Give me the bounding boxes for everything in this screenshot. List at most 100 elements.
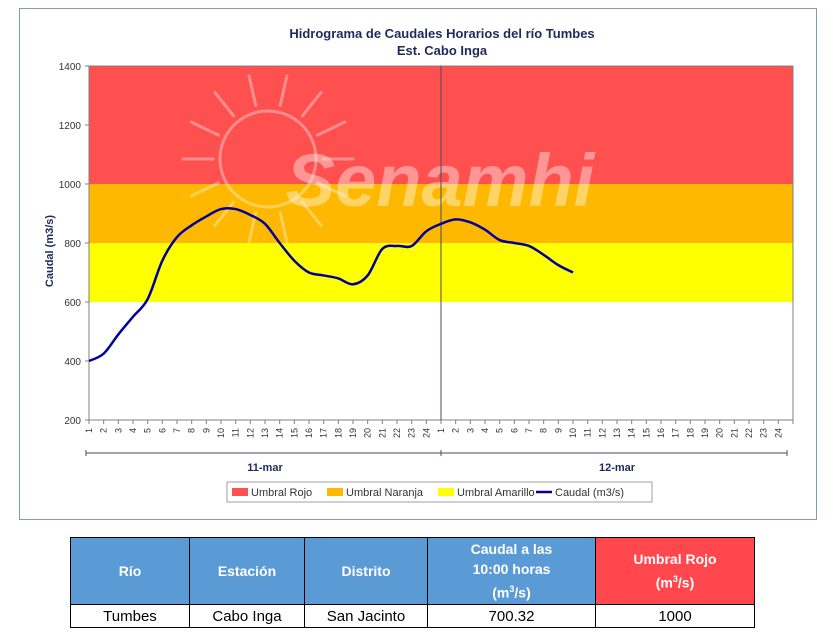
x-tick-label: 24 (773, 428, 783, 438)
header-umbral-line1: Umbral Rojo (633, 551, 717, 568)
watermark-ray (213, 91, 236, 118)
legend-label: Caudal (m3/s) (555, 487, 624, 499)
x-tick-label: 6 (157, 428, 167, 433)
legend-swatch (232, 488, 248, 496)
cell-umbral: 1000 (595, 604, 755, 628)
x-tick-label: 1 (436, 428, 446, 433)
hydrograph-chart: Hidrograma de Caudales Horarios del río … (44, 26, 794, 503)
x-tick-label: 1 (84, 428, 94, 433)
chart-subtitle: Est. Cabo Inga (397, 43, 488, 58)
watermark-ray (189, 120, 220, 137)
x-tick-label: 10 (568, 428, 578, 438)
x-tick-label: 10 (216, 428, 226, 438)
legend-swatch (438, 488, 454, 496)
legend-label: Umbral Amarillo (457, 487, 535, 499)
chart-title: Hidrograma de Caudales Horarios del río … (289, 26, 594, 41)
header-caudal-unit-a: (m (492, 584, 510, 601)
x-tick-label: 9 (553, 428, 563, 433)
y-tick-label: 400 (64, 357, 81, 368)
chart-frame: Hidrograma de Caudales Horarios del río … (19, 8, 817, 520)
cell-estacion: Cabo Inga (189, 604, 305, 628)
x-tick-label: 23 (407, 428, 417, 438)
watermark-ray (316, 120, 347, 137)
y-tick-label: 200 (64, 416, 81, 427)
x-tick-label: 3 (465, 428, 475, 433)
header-caudal-unit-exp: 3 (509, 584, 515, 595)
header-umbral-unit-exp: 3 (672, 574, 678, 585)
x-tick-label: 17 (319, 428, 329, 438)
watermark-ray (278, 211, 289, 244)
x-tick-label: 9 (201, 428, 211, 433)
x-tick-label: 8 (187, 428, 197, 433)
watermark-ray (213, 200, 236, 227)
x-tick-label: 17 (671, 428, 681, 438)
table-row: Tumbes Cabo Inga San Jacinto 700.32 1000 (70, 604, 755, 628)
header-caudal-unit-b: /s) (514, 584, 531, 601)
x-tick-label: 5 (495, 428, 505, 433)
x-tick-label: 16 (656, 428, 666, 438)
y-tick-label: 800 (64, 239, 81, 250)
x-tick-label: 19 (348, 428, 358, 438)
x-tick-label: 4 (480, 428, 490, 433)
x-tick-label: 13 (260, 428, 270, 438)
watermark-ray (300, 91, 323, 118)
watermark-ring (218, 109, 318, 209)
data-table: Río Estación Distrito Caudal a las 10:00… (70, 537, 755, 628)
x-tick-label: 8 (539, 428, 549, 433)
x-tick-label: 20 (363, 428, 373, 438)
header-umbral-unit-a: (m (655, 574, 673, 591)
y-tick-label: 1000 (59, 180, 82, 191)
day-label: 11-mar (247, 462, 283, 474)
watermark-ray (300, 200, 323, 227)
legend-label: Umbral Naranja (346, 487, 424, 499)
header-caudal: Caudal a las 10:00 horas (m3/s) (427, 537, 596, 605)
x-tick-label: 12 (245, 428, 255, 438)
x-tick-label: 11 (583, 428, 593, 437)
x-tick-label: 7 (172, 428, 182, 433)
x-tick-label: 23 (759, 428, 769, 438)
cell-distrito: San Jacinto (304, 604, 428, 628)
x-tick-label: 21 (729, 428, 739, 438)
x-tick-label: 24 (421, 428, 431, 438)
watermark-sun-icon (181, 74, 355, 244)
x-tick-label: 11 (231, 428, 241, 437)
x-tick-label: 15 (289, 428, 299, 438)
cell-rio: Tumbes (70, 604, 190, 628)
y-tick-label: 1400 (59, 62, 82, 73)
x-tick-label: 5 (143, 428, 153, 433)
x-tick-label: 12 (597, 428, 607, 438)
y-tick-label: 1200 (59, 121, 82, 132)
x-tick-label: 2 (99, 428, 109, 433)
x-tick-label: 4 (128, 428, 138, 433)
x-tick-label: 13 (612, 428, 622, 438)
watermark-ray (278, 74, 289, 107)
x-tick-label: 2 (451, 428, 461, 433)
watermark-ray (316, 181, 347, 198)
watermark-ray (189, 181, 220, 198)
series-caudal-line (88, 206, 574, 363)
legend-label: Umbral Rojo (251, 487, 312, 499)
y-axis-label: Caudal (m3/s) (44, 215, 56, 287)
x-tick-label: 22 (744, 428, 754, 438)
x-tick-label: 15 (641, 428, 651, 438)
x-tick-label: 7 (524, 428, 534, 433)
x-tick-label: 18 (333, 428, 343, 438)
header-umbral-rojo: Umbral Rojo (m3/s) (595, 537, 755, 605)
header-rio: Río (70, 537, 190, 605)
header-umbral-unit-b: /s) (677, 574, 695, 591)
header-estacion: Estación (189, 537, 305, 605)
header-distrito: Distrito (304, 537, 428, 605)
x-tick-label: 20 (715, 428, 725, 438)
watermark-ray (247, 74, 258, 107)
header-caudal-line2: 10:00 horas (472, 561, 551, 578)
x-tick-label: 18 (685, 428, 695, 438)
x-tick-label: 3 (113, 428, 123, 433)
legend-swatch (327, 488, 343, 496)
x-tick-label: 22 (392, 428, 402, 438)
x-tick-label: 6 (509, 428, 519, 433)
x-tick-label: 14 (275, 428, 285, 438)
x-tick-label: 19 (700, 428, 710, 438)
day-label: 12-mar (599, 462, 636, 474)
y-tick-label: 600 (64, 298, 81, 309)
x-tick-label: 16 (304, 428, 314, 438)
